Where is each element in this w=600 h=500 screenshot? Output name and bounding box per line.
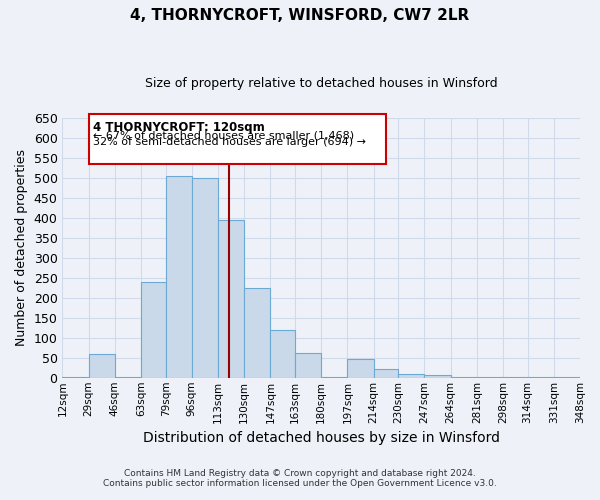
Bar xyxy=(218,220,244,378)
Text: Contains HM Land Registry data © Crown copyright and database right 2024.: Contains HM Land Registry data © Crown c… xyxy=(124,468,476,477)
Text: Contains public sector information licensed under the Open Government Licence v3: Contains public sector information licen… xyxy=(103,478,497,488)
Title: Size of property relative to detached houses in Winsford: Size of property relative to detached ho… xyxy=(145,78,497,90)
Text: 4 THORNYCROFT: 120sqm: 4 THORNYCROFT: 120sqm xyxy=(93,122,265,134)
Bar xyxy=(554,376,580,378)
Bar xyxy=(244,288,271,378)
Bar xyxy=(527,376,554,378)
Bar xyxy=(115,376,141,378)
FancyBboxPatch shape xyxy=(89,114,386,164)
Bar xyxy=(398,374,424,378)
Text: 4, THORNYCROFT, WINSFORD, CW7 2LR: 4, THORNYCROFT, WINSFORD, CW7 2LR xyxy=(130,8,470,22)
X-axis label: Distribution of detached houses by size in Winsford: Distribution of detached houses by size … xyxy=(143,431,500,445)
Bar xyxy=(477,376,503,378)
Bar xyxy=(192,178,218,378)
Bar xyxy=(141,282,166,378)
Bar xyxy=(321,376,347,378)
Text: ← 67% of detached houses are smaller (1,468): ← 67% of detached houses are smaller (1,… xyxy=(93,130,355,140)
Bar xyxy=(62,376,89,378)
Bar xyxy=(166,176,192,378)
Y-axis label: Number of detached properties: Number of detached properties xyxy=(15,150,28,346)
Text: 32% of semi-detached houses are larger (694) →: 32% of semi-detached houses are larger (… xyxy=(93,137,366,147)
Bar xyxy=(347,360,374,378)
Bar xyxy=(424,375,451,378)
Bar xyxy=(295,353,321,378)
Bar xyxy=(451,376,477,378)
Bar xyxy=(271,330,295,378)
Bar xyxy=(374,369,398,378)
Bar xyxy=(503,376,527,378)
Bar xyxy=(89,354,115,378)
